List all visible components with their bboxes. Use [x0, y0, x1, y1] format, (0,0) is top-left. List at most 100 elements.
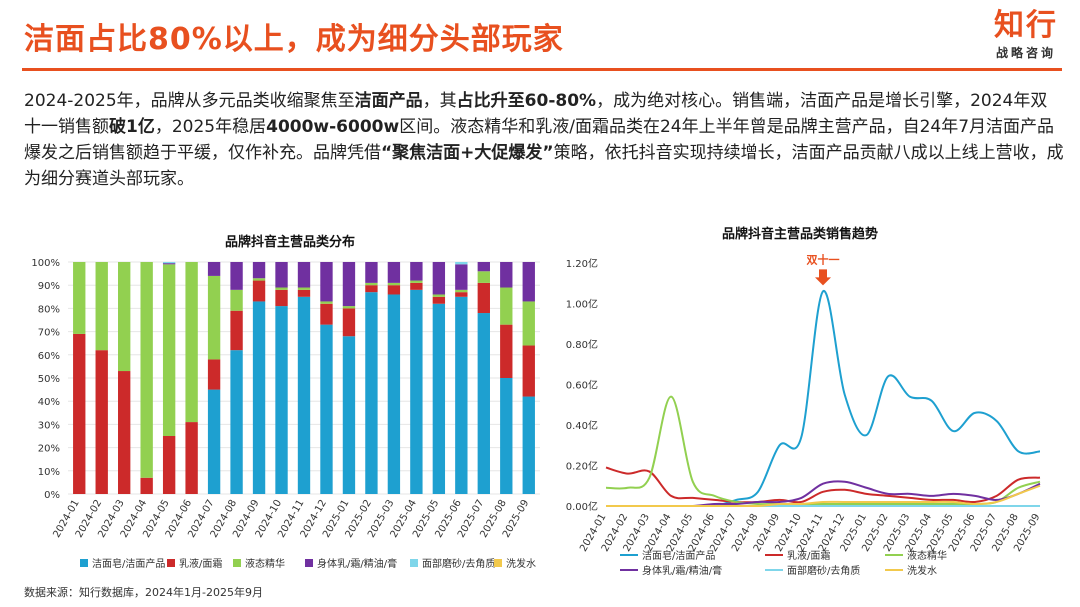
bar-segment — [230, 262, 243, 290]
bar-segment — [477, 282, 490, 314]
legend-label: 面部磨砂/去角质 — [787, 564, 860, 577]
summary-highlight: “聚焦洁面+大促爆发” — [381, 143, 554, 163]
legend-swatch — [167, 559, 175, 567]
bar-segment — [118, 262, 131, 372]
bar-segment — [455, 296, 468, 494]
bar-segment — [185, 422, 198, 494]
bar-segment — [140, 262, 153, 478]
y-tick-label: 90% — [38, 281, 60, 292]
bar-segment — [387, 262, 401, 283]
legend-label: 洗发水 — [506, 557, 536, 570]
summary-highlight: 4000w-6000w — [266, 117, 400, 137]
bar-segment — [252, 278, 266, 281]
bar-segment — [297, 289, 311, 297]
bar-segment — [387, 285, 401, 295]
chart-title: 品牌抖音主营品类分布 — [225, 234, 355, 250]
chart-title: 品牌抖音主营品类销售趋势 — [722, 226, 878, 242]
bar-segment — [365, 292, 378, 494]
annotation-label: 双十一 — [807, 252, 840, 266]
page-title: 洁面占比80%以上，成为细分头部玩家 — [24, 22, 564, 57]
bar-segment — [410, 289, 423, 494]
series-line — [606, 484, 1041, 507]
bar-segment — [477, 262, 490, 272]
y-tick-label: 50% — [38, 374, 60, 385]
bar-segment — [522, 262, 535, 302]
bar-segment — [500, 324, 513, 378]
bar-segment — [162, 436, 176, 494]
annotation-arrow-icon — [815, 269, 831, 286]
y-tick-label: 0.20亿 — [566, 460, 598, 473]
y-tick-label: 0.00亿 — [566, 500, 598, 513]
summary-text: 策略，依托抖音实现持续增长，洁面产品贡献八成以上线上营收，成为细分赛道头部玩家。 — [24, 143, 1064, 189]
y-tick-label: 40% — [38, 397, 60, 408]
summary-text: ，2025年稳居 — [154, 117, 267, 137]
logo-sub-text: 战略咨询 — [995, 46, 1056, 60]
bar-segment — [342, 306, 356, 309]
bar-segment — [522, 345, 535, 397]
bar-segment — [230, 350, 243, 494]
bar-segment — [432, 303, 446, 494]
bar-segment — [455, 292, 468, 297]
series-line — [605, 466, 1041, 504]
legend-swatch — [305, 559, 313, 567]
bar-segment — [320, 324, 333, 494]
legend-label: 洗发水 — [907, 564, 937, 577]
bar-segment — [162, 262, 176, 264]
legend-swatch — [80, 559, 88, 567]
y-tick-label: 70% — [38, 328, 60, 339]
bar-segment — [297, 287, 311, 290]
legend-label: 液态精华 — [907, 549, 947, 562]
legend-label: 乳液/面霜 — [787, 549, 830, 562]
bar-segment — [207, 262, 221, 276]
bar-segment — [275, 262, 288, 288]
bar-segment — [207, 275, 221, 360]
legend-label: 洁面皂/洁面产品 — [92, 557, 165, 570]
summary-text: 2024-2025年，品牌从多元品类收缩聚焦至 — [24, 91, 355, 111]
legend-swatch — [494, 559, 502, 567]
bar-segment — [342, 262, 356, 307]
summary-text: ，其 — [422, 91, 457, 111]
bar-segment — [252, 280, 266, 302]
y-tick-label: 60% — [38, 351, 60, 362]
bar-segment — [455, 289, 468, 293]
bar-segment — [297, 296, 311, 494]
summary-highlight: 占比升至60-80% — [456, 91, 597, 111]
stacked-bar-chart: 品牌抖音主营品类分布 0% 10% 20% 30% 40% 50% 60% 70% 80% 90% 1… — [31, 234, 540, 570]
data-source-note: 数据来源：知行数据库，2024年1月-2025年9月 — [24, 586, 263, 599]
bar-segment — [477, 313, 490, 494]
bar-segment — [320, 303, 333, 325]
y-tick-label: 10% — [38, 467, 60, 478]
bar-segment — [455, 264, 468, 290]
legend-label: 面部磨砂/去角质 — [422, 557, 495, 570]
bar-segment — [500, 287, 513, 325]
bar-segment — [342, 308, 356, 337]
bar-segment — [207, 359, 221, 390]
bar-segment — [387, 294, 401, 494]
legend-label: 液态精华 — [245, 557, 285, 570]
bar-segment — [95, 262, 108, 351]
y-tick-label: 1.20亿 — [566, 257, 598, 270]
bar-segment — [410, 282, 423, 290]
y-tick-label: 0% — [44, 490, 60, 501]
bar-segment — [365, 285, 378, 293]
summary-highlight: 洁面产品 — [354, 91, 423, 111]
bar-segment — [365, 282, 378, 286]
bar-segment — [500, 378, 513, 494]
y-tick-label: 80% — [38, 304, 60, 315]
bar-segment — [162, 263, 176, 265]
legend-swatch — [410, 559, 418, 567]
bar-segment — [118, 371, 131, 494]
legend-label: 乳液/面霜 — [179, 557, 222, 570]
y-tick-label: 0.60亿 — [566, 379, 598, 392]
bar-segment — [432, 296, 446, 304]
bar-segment — [275, 289, 288, 307]
bar-segment — [207, 389, 221, 494]
bar-segment — [320, 301, 333, 304]
line-trend-chart: 品牌抖音主营品类销售趋势 0.00亿 0.20亿 0.40亿 0.60亿 0.80亿 1.0… — [566, 226, 1043, 577]
bar-segment — [522, 301, 535, 346]
bar-segment — [522, 396, 535, 494]
bar-segment — [297, 262, 311, 288]
bar-segment — [162, 264, 176, 436]
bar-segment — [275, 287, 288, 290]
summary-text: ，成为绝对核心。销售端，洁面产品是增长引擎，2024年双十一销售额 — [24, 91, 1048, 137]
